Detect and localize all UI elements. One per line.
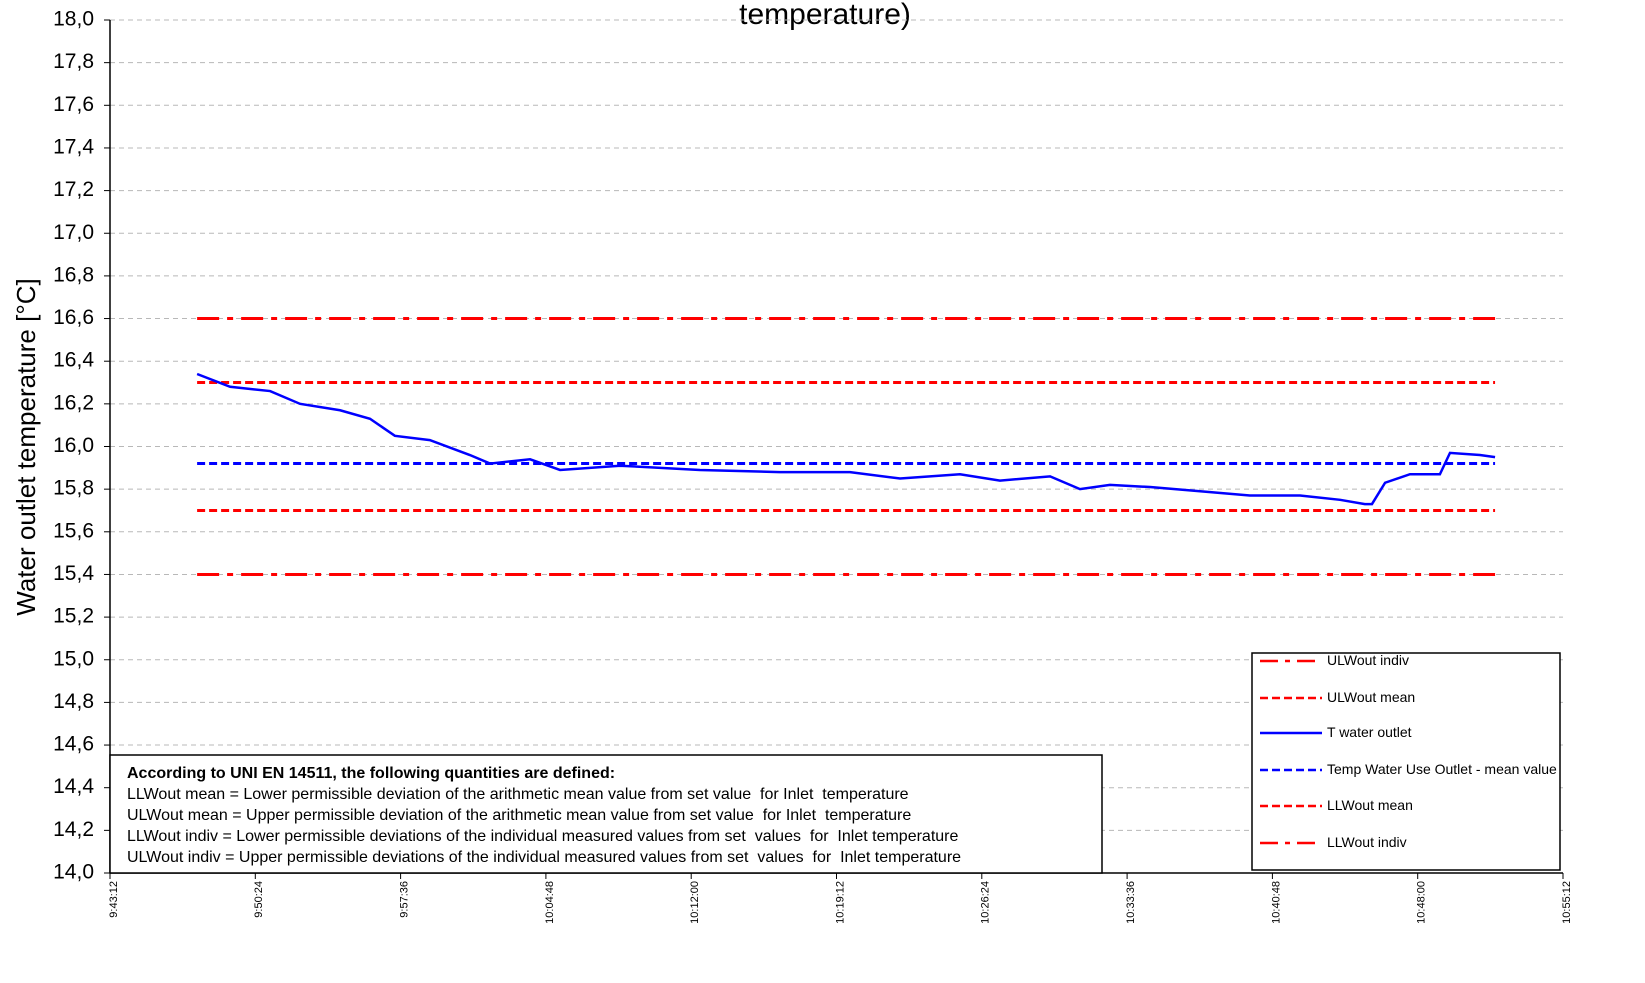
y-tick-label: 14,4: [53, 775, 94, 798]
note: According to UNI EN 14511, the following…: [127, 763, 1067, 868]
note-text: According to UNI EN 14511, the following…: [127, 763, 1067, 868]
legend-label: T water outlet: [1327, 725, 1412, 740]
x-tick-label: 10:33:36: [1125, 881, 1137, 924]
legend-entry: ULWout mean: [1327, 690, 1416, 705]
y-tick-label: 17,0: [53, 221, 94, 244]
y-tick-label: 15,2: [53, 605, 94, 628]
legend-entry: LLWout mean: [1327, 798, 1413, 813]
legend-entry: ULWout indiv: [1327, 653, 1409, 668]
y-tick-label: 15,0: [53, 647, 94, 670]
legend-label: Temp Water Use Outlet - mean value: [1327, 762, 1557, 777]
legend-label: LLWout mean: [1327, 798, 1413, 813]
legend-label: ULWout indiv: [1327, 653, 1409, 668]
y-tick-label: 16,4: [53, 349, 94, 372]
legend-entry: Temp Water Use Outlet - mean value: [1327, 762, 1557, 777]
legend-entry: T water outlet: [1327, 725, 1412, 740]
note-line: LLWout indiv = Lower permissible deviati…: [127, 828, 959, 845]
x-tick-label: 10:26:24: [980, 881, 992, 924]
note-line: ULWout indiv = Upper permissible deviati…: [127, 849, 962, 866]
y-tick-label: 16,0: [53, 434, 94, 457]
x-tick-label: 9:57:36: [399, 881, 411, 918]
y-tick-label: 16,6: [53, 306, 94, 329]
y-tick-label: 14,6: [53, 733, 94, 756]
chart-title: temperature): [739, 0, 911, 31]
y-axis-label: Water outlet temperature [°C]: [11, 278, 41, 615]
y-tick-label: 16,2: [53, 391, 94, 414]
legend-label: ULWout mean: [1327, 690, 1416, 705]
y-tick-label: 15,4: [53, 562, 94, 585]
note-line: LLWout mean = Lower permissible deviatio…: [127, 786, 909, 803]
x-tick-label: 10:19:12: [834, 881, 846, 924]
x-tick-label: 10:04:48: [544, 881, 556, 924]
x-tick-label: 9:43:12: [108, 881, 120, 918]
x-tick-label: 10:40:48: [1270, 881, 1282, 924]
series-line: [196, 372, 1496, 506]
y-tick-label: 14,8: [53, 690, 94, 713]
note-line: ULWout mean = Upper permissible deviatio…: [127, 807, 912, 824]
x-tick-label: 10:12:00: [689, 881, 701, 924]
y-tick-label: 18,0: [53, 8, 94, 31]
y-tick-label: 17,8: [53, 50, 94, 73]
y-tick-label: 17,4: [53, 135, 94, 158]
y-tick-label: 17,2: [53, 178, 94, 201]
note-box: [109, 754, 1103, 874]
legend-entry: LLWout indiv: [1327, 835, 1407, 850]
note-heading: According to UNI EN 14511, the following…: [127, 765, 616, 782]
legend-box: [1251, 652, 1561, 871]
y-tick-label: 15,6: [53, 519, 94, 542]
y-tick-label: 15,8: [53, 477, 94, 500]
y-tick-label: 14,0: [53, 861, 94, 884]
y-tick-label: 14,2: [53, 818, 94, 841]
y-tick-label: 17,6: [53, 93, 94, 116]
x-tick-label: 9:50:24: [253, 881, 265, 918]
y-tick-label: 16,8: [53, 263, 94, 286]
x-tick-label: 10:55:12: [1561, 881, 1573, 924]
x-tick-label: 10:48:00: [1416, 881, 1428, 924]
legend-label: LLWout indiv: [1327, 835, 1407, 850]
